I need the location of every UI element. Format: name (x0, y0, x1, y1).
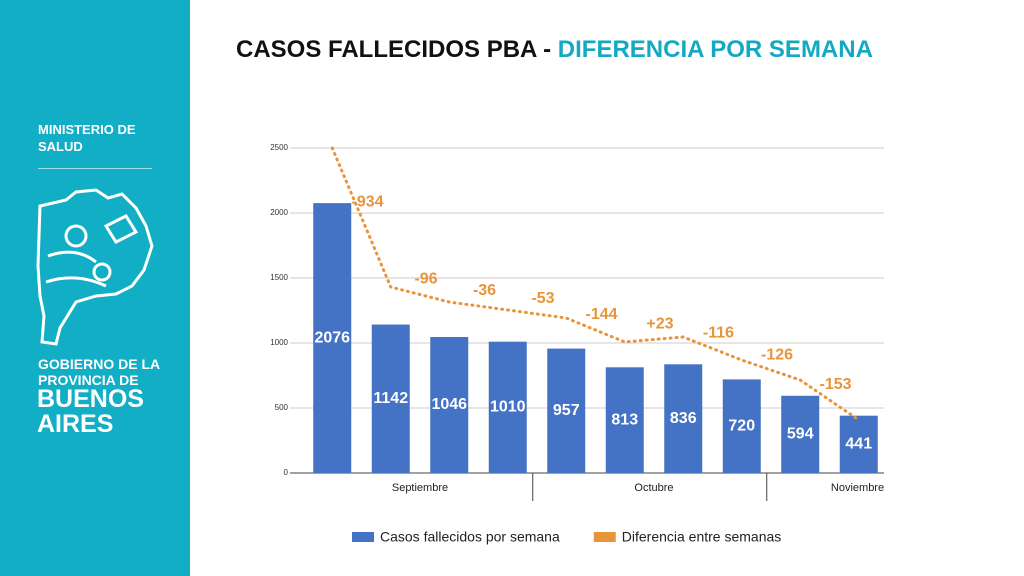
bar-value-label: 1046 (431, 396, 467, 413)
bar-value-label: 2076 (314, 329, 350, 346)
logo-sun (64, 224, 88, 248)
province-name: BUENOS AIRES (37, 385, 144, 438)
bar-value-label: 836 (670, 410, 697, 427)
title: CASOS FALLECIDOS PBA - DIFERENCIA POR SE… (236, 36, 873, 64)
bar-value-label: 594 (787, 426, 814, 443)
y-tick-label: 2000 (270, 208, 288, 217)
bar-value-label: 1142 (373, 390, 408, 407)
logo-flower (92, 262, 112, 282)
title-highlight: DIFERENCIA POR SEMANA (557, 36, 873, 63)
bar-value-label: 957 (553, 402, 580, 419)
separator (38, 168, 152, 169)
trend-line (330, 146, 861, 422)
legend-label: Casos fallecidos por semana (380, 529, 560, 545)
difference-label: +23 (646, 316, 673, 333)
difference-label: -116 (703, 325, 734, 342)
logo-lines (45, 214, 139, 288)
ministry-name: MINISTERIO DE SALUD (38, 122, 136, 154)
y-tick-label: 0 (284, 468, 289, 477)
bar (430, 337, 469, 473)
bar (605, 367, 644, 473)
bar (664, 364, 703, 473)
bar-value-label: 720 (728, 417, 755, 434)
legend-label: Diferencia entre semanas (622, 529, 782, 545)
bar (371, 324, 410, 473)
bar-value-label: 813 (611, 411, 638, 428)
difference-label: -53 (531, 290, 554, 307)
y-tick-label: 1500 (270, 273, 288, 282)
x-group-label: Septiembre (392, 482, 448, 494)
x-group-label: Noviembre (831, 482, 884, 494)
bar (488, 341, 527, 473)
difference-label: -153 (819, 376, 851, 393)
difference-label: -96 (414, 271, 437, 288)
bar-value-label: 1010 (490, 399, 526, 416)
bar (839, 415, 878, 473)
y-tick-label: 1000 (270, 338, 288, 347)
bar (547, 348, 586, 473)
bar-value-label: 441 (845, 436, 872, 453)
side-panel: MINISTERIO DE SALUD GOBIERNO DE LA PROVI… (0, 0, 190, 576)
legend-swatch (352, 532, 374, 542)
chart: 0 500 1000 1500 2000 2500 2076 1142 1046 1010 957 8… (270, 143, 884, 545)
y-tick-label: 500 (275, 403, 289, 412)
logo-outline (36, 188, 154, 346)
title-main: CASOS FALLECIDOS PBA - (236, 36, 558, 63)
difference-label: -934 (351, 194, 383, 211)
y-tick-label: 2500 (270, 143, 288, 152)
bar (781, 395, 820, 473)
difference-label: -36 (473, 282, 496, 299)
logo (36, 188, 154, 346)
difference-label: -126 (761, 346, 793, 363)
difference-label: -144 (585, 306, 617, 323)
x-group-label: Octubre (634, 482, 673, 494)
legend-swatch (593, 532, 616, 542)
bar (722, 379, 761, 473)
bar (313, 203, 352, 473)
government-name: GOBIERNO DE LA PROVINCIA DE (38, 356, 160, 388)
